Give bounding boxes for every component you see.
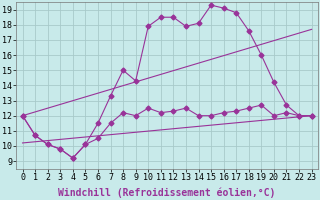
X-axis label: Windchill (Refroidissement éolien,°C): Windchill (Refroidissement éolien,°C) — [58, 187, 276, 198]
